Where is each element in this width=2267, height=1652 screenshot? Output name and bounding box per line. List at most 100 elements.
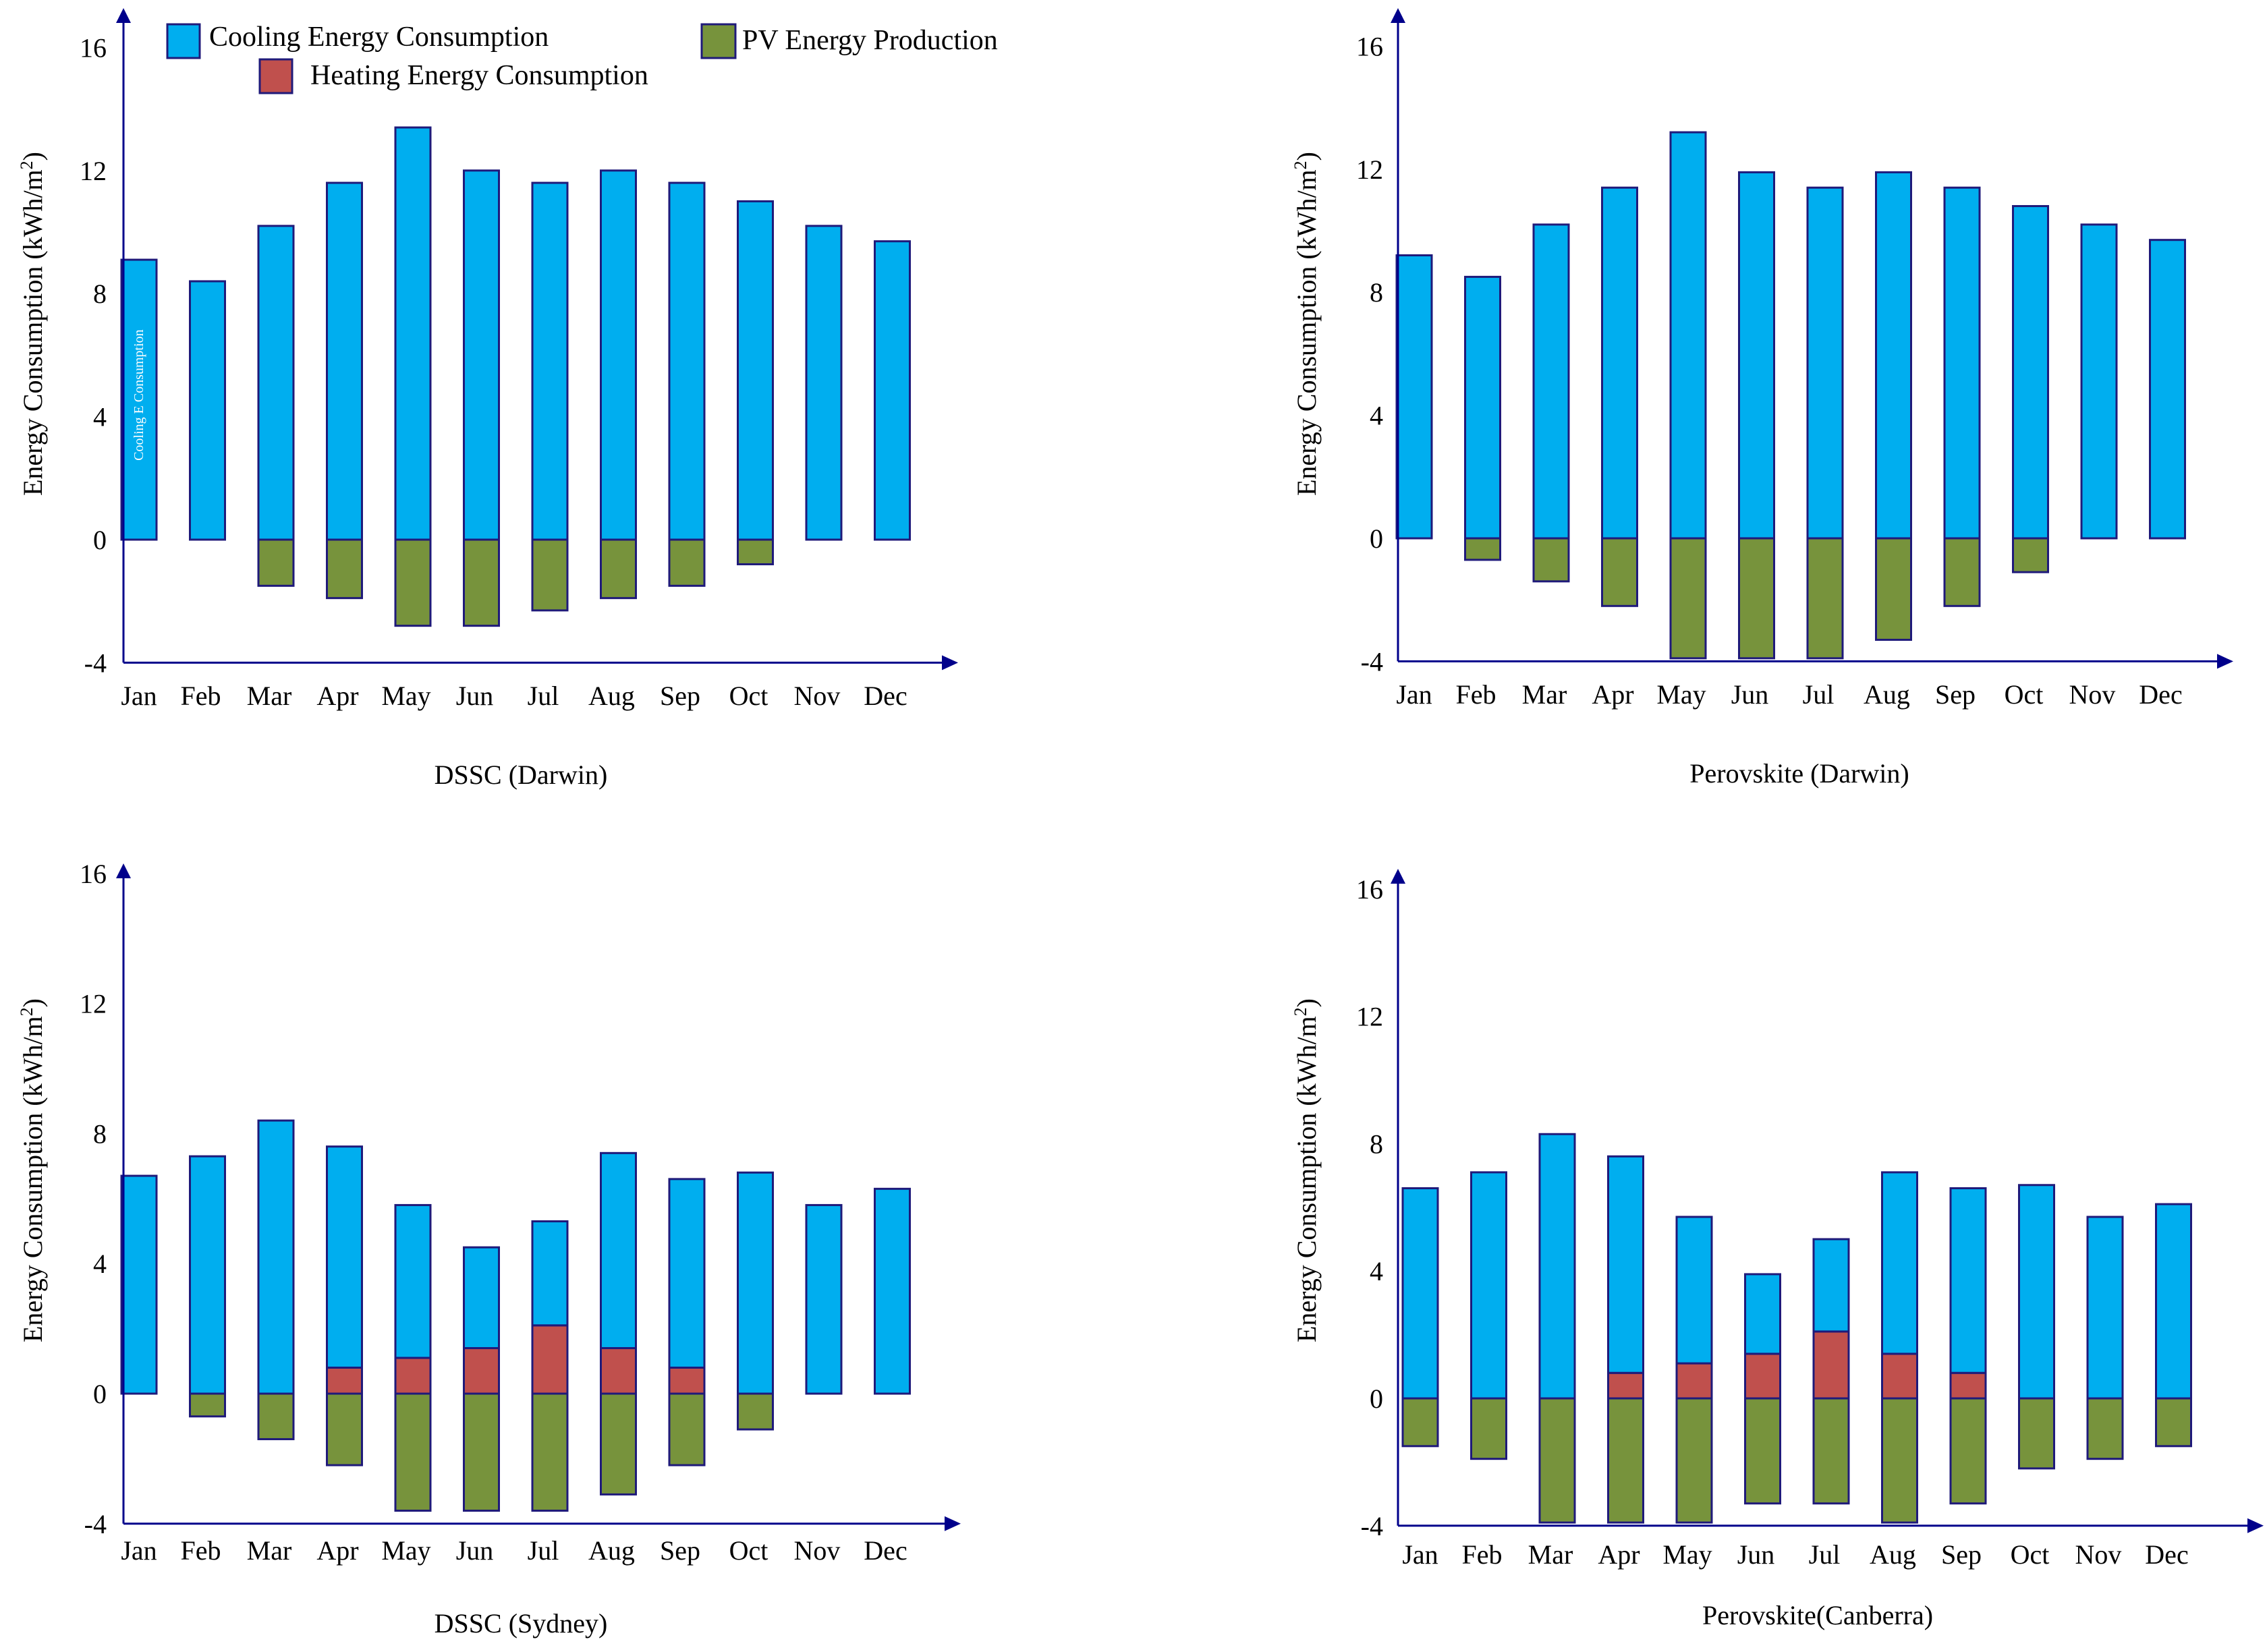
x-tick-label-sep: Sep [1935, 679, 1976, 710]
x-axis-arrow [2217, 654, 2233, 669]
bar-pv-apr [1601, 537, 1638, 607]
x-tick-label-oct: Oct [2005, 679, 2044, 710]
bar-cooling-oct [2012, 205, 2049, 540]
bar-cooling-jun [1744, 1273, 1781, 1355]
chart-panel-dssc-darwin: DSSC (Darwin) Jan Feb Mar Apr May Jun Jul Aug Se… [17, 8, 958, 790]
x-tick-label-jun: Jun [456, 1535, 494, 1566]
bar-cooling-oct [737, 1171, 774, 1395]
bar-pv-aug [600, 538, 637, 600]
x-tick-label-may: May [381, 681, 430, 711]
x-tick-label-feb: Feb [181, 681, 221, 711]
bar-cooling-apr [326, 181, 363, 541]
bar-heating-may [394, 1357, 432, 1395]
bar-cooling-sep [1943, 186, 1981, 540]
x-axis-arrow [942, 655, 958, 671]
bar-heating-jul [531, 1324, 569, 1395]
bar-pv-apr [326, 538, 363, 600]
y-axis-arrow [116, 8, 131, 23]
y-tick-label-8: 8 [93, 279, 107, 309]
bar-pv-jul [1812, 1397, 1850, 1505]
bar-pv-dec [2155, 1397, 2192, 1448]
bar-heating-sep [668, 1366, 706, 1395]
bar-pv-aug [1881, 1397, 1918, 1524]
bar-pv-jul [531, 1392, 569, 1512]
bar-cooling-may [1669, 131, 1707, 540]
bar-cooling-mar [257, 225, 295, 541]
y-tick-label-16: 16 [80, 859, 107, 889]
bar-annotation: Cooling E Consumption [132, 329, 146, 460]
bar-cooling-dec [874, 1187, 911, 1395]
bar-pv-jun [1744, 1397, 1781, 1505]
bar-pv-oct [737, 538, 774, 565]
y-axis-arrow [116, 863, 131, 878]
x-tick-label-nov: Nov [2069, 679, 2116, 710]
x-tick-label-apr: Apr [316, 1535, 358, 1566]
x-tick-label-feb: Feb [1456, 679, 1496, 710]
bar-cooling-apr [1601, 186, 1638, 540]
bar-cooling-sep [668, 181, 706, 541]
bar-pv-apr [1607, 1397, 1644, 1524]
legend-item-pv: PV Energy Production [700, 23, 998, 59]
x-tick-label-oct: Oct [729, 681, 768, 711]
y-tick-label-4: 4 [93, 402, 107, 432]
x-tick-label-dec: Dec [864, 681, 907, 711]
bar-pv-mar [1538, 1397, 1576, 1524]
bar-heating-aug [600, 1347, 637, 1395]
y-axis-arrow [1391, 8, 1405, 23]
bar-cooling-may [1675, 1216, 1713, 1365]
bar-pv-sep [1949, 1397, 1987, 1505]
x-tick-label-apr: Apr [1592, 679, 1633, 710]
bar-cooling-feb [1464, 275, 1501, 540]
y-tick-label-neg4: -4 [1361, 1511, 1383, 1541]
bar-pv-oct [2012, 537, 2049, 573]
y-tick-label-0: 0 [93, 525, 107, 555]
bar-cooling-jul [531, 1220, 569, 1327]
bar-pv-sep [1943, 537, 1981, 607]
bar-pv-mar [257, 1392, 295, 1440]
bar-cooling-mar [1538, 1133, 1576, 1400]
y-tick-label-16: 16 [1356, 874, 1383, 905]
bar-pv-oct [737, 1392, 774, 1431]
y-tick-label-12: 12 [1356, 1002, 1383, 1032]
chart-title: Perovskite(Canberra) [1702, 1600, 1933, 1630]
bar-cooling-oct [737, 200, 774, 541]
x-tick-label-nov: Nov [794, 1535, 841, 1566]
bar-pv-apr [326, 1392, 363, 1466]
bar-cooling-aug [600, 169, 637, 541]
x-tick-label-oct: Oct [2011, 1539, 2050, 1570]
bar-heating-jun [1744, 1352, 1781, 1400]
bar-heating-sep [1949, 1371, 1987, 1400]
y-axis-label: Energy Consumption (kWh/m2) [17, 998, 49, 1342]
legend-swatch-cooling [166, 23, 201, 59]
y-tick-label-4: 4 [1370, 1256, 1383, 1286]
y-axis-arrow [1391, 869, 1405, 884]
chart-title: Perovskite (Darwin) [1689, 758, 1909, 789]
bar-cooling-jul [1812, 1238, 1850, 1333]
bar-pv-jun [463, 538, 500, 627]
x-tick-label-aug: Aug [1864, 679, 1910, 710]
bar-heating-may [1675, 1362, 1713, 1400]
x-tick-label-may: May [1656, 679, 1706, 710]
bar-cooling-nov [2080, 223, 2118, 540]
y-tick-label-12: 12 [1356, 154, 1383, 185]
bar-pv-aug [1875, 537, 1912, 641]
x-tick-label-mar: Mar [1528, 1539, 1573, 1570]
x-tick-label-mar: Mar [247, 681, 292, 711]
y-tick-label-neg4: -4 [1361, 646, 1383, 677]
y-axis-label: Energy Consumption (kWh/m2) [17, 152, 49, 496]
bar-cooling-aug [1875, 171, 1912, 540]
bar-pv-feb [189, 1392, 226, 1418]
chart-title: DSSC (Sydney) [435, 1608, 608, 1639]
y-axis-label: Energy Consumption (kWh/m2) [1291, 998, 1322, 1342]
bar-cooling-dec [2155, 1203, 2192, 1400]
legend-label-pv: PV Energy Production [742, 25, 998, 56]
bar-cooling-may [394, 126, 432, 541]
x-tick-label-mar: Mar [247, 1535, 292, 1566]
bar-cooling-feb [1470, 1171, 1507, 1400]
x-tick-label-jun: Jun [1731, 679, 1769, 710]
bar-cooling-sep [668, 1178, 706, 1369]
legend-label-cooling: Cooling Energy Consumption [209, 22, 549, 53]
bar-cooling-jan [1401, 1187, 1439, 1400]
x-tick-label-sep: Sep [660, 681, 700, 711]
